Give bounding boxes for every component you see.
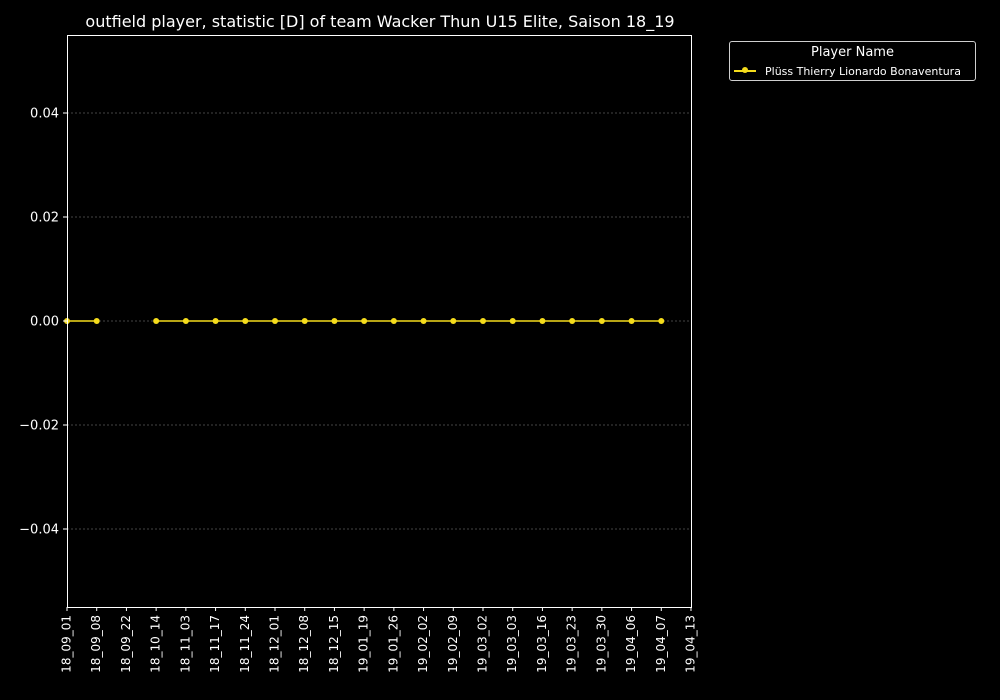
x-tick-label: 19_04_13 — [684, 615, 698, 673]
x-tick-label: 18_09_22 — [119, 615, 133, 673]
x-tick-label: 18_12_15 — [327, 615, 341, 673]
data-point — [628, 318, 635, 324]
data-point — [153, 318, 160, 324]
data-point — [539, 318, 546, 324]
x-tick-label: 19_01_26 — [386, 615, 400, 673]
plot-frame — [67, 35, 692, 608]
x-tick-label: 18_12_08 — [297, 615, 311, 673]
legend-entry-label: Plüss Thierry Lionardo Bonaventura — [765, 64, 961, 78]
data-point — [480, 318, 486, 324]
y-tick-label: 0.00 — [30, 315, 59, 330]
x-tick-label: 19_02_09 — [446, 615, 460, 673]
y-tick-label: −0.02 — [19, 419, 59, 434]
x-tick-label: 18_11_17 — [208, 615, 222, 673]
data-point — [509, 318, 516, 324]
x-axis: 18_09_01 18_09_08 18_09_22 18_10_14 18_11_03… — [60, 607, 698, 673]
y-tick-label: 0.04 — [30, 107, 59, 122]
y-tick-label: 0.02 — [30, 211, 59, 226]
data-point — [569, 318, 576, 324]
x-tick-label: 19_03_23 — [565, 615, 579, 673]
x-tick-label: 18_11_24 — [238, 615, 252, 673]
data-point — [450, 318, 457, 324]
legend-entry: Plüss Thierry Lionardo Bonaventura — [734, 64, 961, 78]
data-point — [242, 318, 249, 324]
x-tick-label: 19_03_16 — [535, 615, 549, 673]
data-point — [361, 318, 368, 324]
x-tick-label: 19_03_02 — [476, 615, 490, 673]
data-point — [301, 318, 308, 324]
legend: Player Name Plüss Thierry Lionardo Bonav… — [729, 41, 976, 81]
legend-title: Player Name — [811, 45, 894, 60]
y-axis: −0.04 −0.02 0.00 0.02 0.04 — [19, 107, 67, 538]
data-point — [93, 318, 100, 324]
x-tick-label: 18_09_08 — [89, 615, 103, 673]
x-tick-label: 19_03_03 — [505, 615, 519, 673]
x-tick-label: 19_02_02 — [416, 615, 430, 673]
x-tick-label: 19_04_07 — [654, 615, 668, 673]
x-tick-label: 19_01_19 — [357, 615, 371, 673]
data-point — [331, 318, 338, 324]
x-tick-label: 18_10_14 — [149, 615, 163, 673]
x-tick-label: 18_09_01 — [60, 615, 74, 673]
chart-title: outfield player, statistic [D] of team W… — [85, 12, 674, 32]
data-point — [390, 318, 397, 324]
data-point — [182, 318, 189, 324]
x-tick-label: 19_04_06 — [624, 615, 638, 673]
data-point — [658, 318, 665, 324]
x-tick-label: 18_11_03 — [178, 615, 192, 673]
series-layer — [64, 318, 665, 324]
data-point — [598, 318, 605, 324]
data-point — [272, 318, 278, 324]
x-tick-label: 18_12_01 — [268, 615, 282, 673]
x-tick-label: 19_03_30 — [594, 615, 608, 673]
y-tick-label: −0.04 — [19, 523, 59, 538]
legend-line-marker-icon — [734, 64, 756, 78]
data-point — [420, 318, 427, 324]
data-point — [212, 318, 219, 324]
